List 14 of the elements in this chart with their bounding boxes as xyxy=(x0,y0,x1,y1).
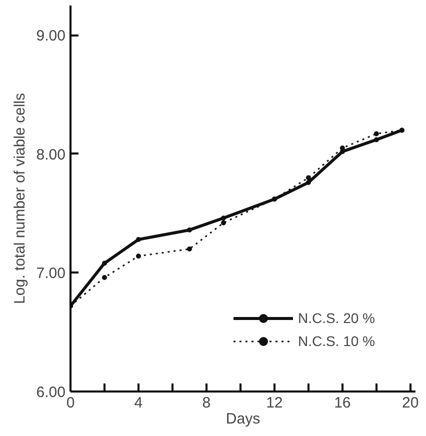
x-tick-label: 20 xyxy=(402,394,419,412)
y-tick-label: 9.00 xyxy=(36,28,66,45)
x-tick-label: 16 xyxy=(334,394,351,412)
legend-label: N.C.S. 20 % xyxy=(298,310,375,326)
y-tick-label: 6.00 xyxy=(36,384,66,401)
y-tick-label: 7.00 xyxy=(36,265,66,282)
legend-label: N.C.S. 10 % xyxy=(298,333,375,349)
y-tick-label: 8.00 xyxy=(36,146,66,164)
x-tick-label: 0 xyxy=(66,394,75,412)
x-tick-label: 12 xyxy=(266,394,283,412)
x-tick-label: 4 xyxy=(134,394,143,412)
x-tick-label: 8 xyxy=(202,394,211,412)
y-axis-title: Log. total number of viable cells xyxy=(11,93,28,304)
x-axis-title: Days xyxy=(226,410,260,428)
